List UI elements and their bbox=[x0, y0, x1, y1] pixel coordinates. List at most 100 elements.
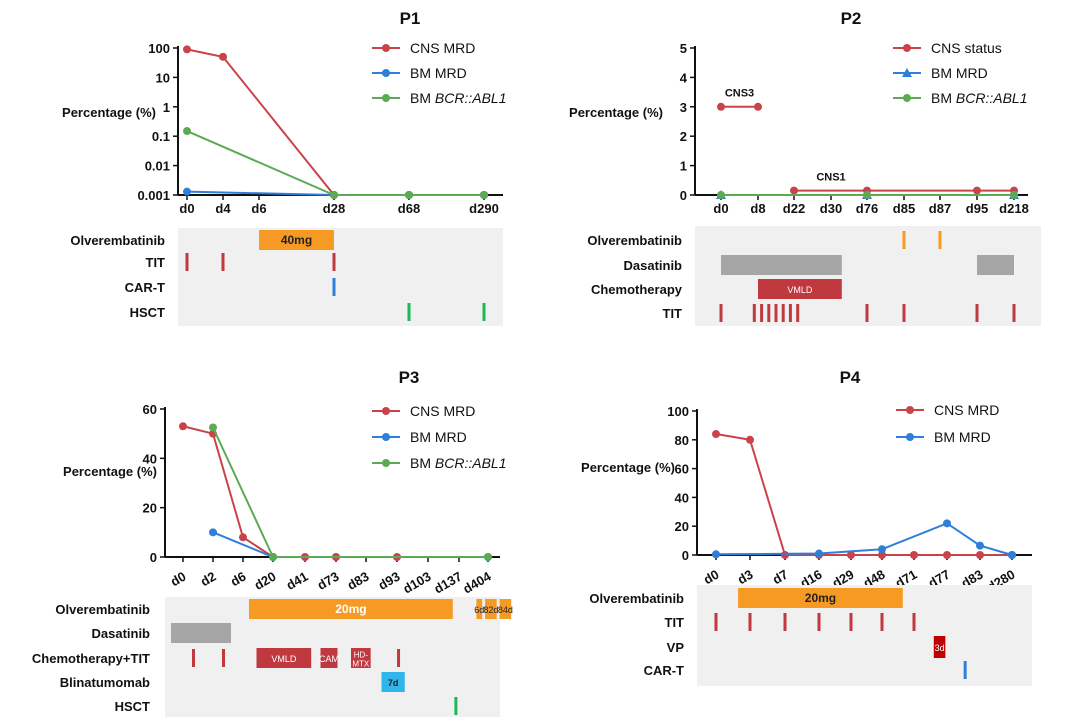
data-point bbox=[717, 191, 725, 199]
data-point bbox=[330, 191, 338, 199]
legend-label: CNS status bbox=[931, 40, 1002, 56]
x-tick-label: d28 bbox=[323, 201, 345, 216]
legend-marker bbox=[382, 459, 390, 467]
treatment-bar-label: 7d bbox=[388, 678, 399, 688]
x-tick-label: d4 bbox=[215, 201, 231, 216]
data-point bbox=[712, 550, 720, 559]
series-bm-bcr-abl1 bbox=[209, 423, 492, 561]
data-point bbox=[480, 191, 488, 199]
data-point bbox=[712, 430, 720, 439]
treatment-bar bbox=[476, 599, 483, 619]
treatment-bar-label: VMLD bbox=[787, 285, 813, 295]
y-tick-label: 100 bbox=[667, 404, 689, 419]
x-tick-label: d22 bbox=[783, 201, 805, 216]
treatment-label: Chemotherapy+TIT bbox=[32, 651, 150, 666]
panel-p2: P2 Percentage (%) 0 1 2 3 4 5 d0 d8 d22 d30 d76 d85 d8… bbox=[569, 9, 1041, 326]
x-tick-label: d3 bbox=[735, 567, 756, 588]
y-tick-label: 1 bbox=[680, 159, 687, 174]
x-tick-label: d290 bbox=[469, 201, 499, 216]
series-cns-mrd bbox=[179, 422, 401, 561]
y-tick-label: 20 bbox=[675, 519, 689, 534]
legend-label: BM MRD bbox=[934, 429, 991, 445]
y-tick-label: 0 bbox=[680, 188, 687, 203]
x-tick-label: d8 bbox=[750, 201, 765, 216]
data-point bbox=[976, 551, 984, 559]
chart-title: P1 bbox=[400, 9, 421, 28]
data-point bbox=[943, 551, 951, 559]
treatment-bar bbox=[351, 648, 371, 668]
x-tick-label: d0 bbox=[701, 567, 722, 588]
treatment-label: Blinatumomab bbox=[60, 675, 150, 690]
treatment-bar-label: VMLD bbox=[271, 654, 297, 664]
treatment-label: TIT bbox=[146, 255, 166, 270]
data-point bbox=[179, 422, 187, 431]
treatment-bar bbox=[738, 588, 903, 608]
data-point bbox=[209, 423, 217, 432]
series-line bbox=[186, 130, 484, 196]
y-tick-label: 60 bbox=[143, 402, 157, 417]
data-point bbox=[219, 52, 227, 61]
x-tick-label: d85 bbox=[893, 201, 915, 216]
x-tick-label: d218 bbox=[999, 201, 1029, 216]
legend-label: BM MRD bbox=[410, 65, 467, 81]
x-tick-label: d83 bbox=[345, 569, 372, 593]
treatment-label: CAR-T bbox=[125, 280, 165, 295]
y-tick-label: 10 bbox=[156, 70, 170, 85]
y-tick-label: 100 bbox=[148, 41, 170, 56]
x-tick-label: d0 bbox=[713, 201, 728, 216]
treatment-bar bbox=[256, 648, 312, 668]
annotation: CNS1 bbox=[816, 171, 845, 183]
data-point bbox=[878, 545, 886, 554]
legend-marker bbox=[382, 69, 390, 77]
legend-marker bbox=[382, 44, 390, 52]
data-point bbox=[269, 553, 277, 561]
y-axis-label: Percentage (%) bbox=[63, 464, 157, 479]
x-tick-label: d6 bbox=[251, 201, 266, 216]
data-point bbox=[973, 186, 981, 195]
series-bm-mrd bbox=[712, 519, 1016, 559]
x-tick-label: d20 bbox=[252, 569, 279, 593]
data-point bbox=[863, 191, 871, 199]
x-tick-label: d103 bbox=[400, 569, 433, 597]
treatment-label: HSCT bbox=[115, 699, 150, 714]
data-point bbox=[183, 45, 191, 54]
y-tick-label: 60 bbox=[675, 462, 689, 477]
treatment-bar-label: 40mg bbox=[281, 233, 312, 247]
legend-label: CNS MRD bbox=[410, 403, 475, 419]
y-tick-label: 2 bbox=[680, 129, 687, 144]
legend-label: BM MRD bbox=[931, 65, 988, 81]
y-tick-label: 0.001 bbox=[137, 188, 170, 203]
series-cns-status bbox=[717, 102, 1018, 195]
treatment-label: Olverembatinib bbox=[587, 233, 682, 248]
chart-title: P3 bbox=[399, 368, 420, 387]
treatment-bar bbox=[249, 599, 453, 619]
treatment-bar bbox=[721, 255, 842, 275]
x-tick-label: d30 bbox=[820, 201, 842, 216]
treatment-bar bbox=[758, 279, 842, 299]
series-line bbox=[212, 427, 488, 558]
series-bm-bcr-abl1 bbox=[183, 127, 488, 199]
legend-label: BM BCR::ABL1 bbox=[931, 90, 1027, 106]
treatment-bar-label: 20mg bbox=[805, 591, 836, 605]
data-point bbox=[209, 528, 217, 537]
treatment-label: HSCT bbox=[130, 305, 165, 320]
legend-label: CNS MRD bbox=[934, 402, 999, 418]
treatment-label: TIT bbox=[665, 615, 685, 630]
treatment-bar bbox=[381, 672, 405, 692]
x-tick-label: d6 bbox=[228, 569, 249, 590]
x-tick-label: d73 bbox=[315, 569, 342, 593]
treatment-label: Olverembatinib bbox=[589, 591, 684, 606]
x-tick-label: d0 bbox=[168, 569, 189, 590]
data-point bbox=[910, 551, 918, 559]
treatment-bar bbox=[977, 255, 1014, 275]
data-point bbox=[878, 551, 886, 559]
x-tick-label: d41 bbox=[284, 569, 311, 593]
series-line bbox=[715, 522, 1013, 556]
data-point bbox=[746, 435, 754, 444]
chart-title: P2 bbox=[841, 9, 862, 28]
y-tick-label: 3 bbox=[680, 100, 687, 115]
series-line bbox=[715, 433, 1012, 556]
y-axis-label: Percentage (%) bbox=[569, 105, 663, 120]
